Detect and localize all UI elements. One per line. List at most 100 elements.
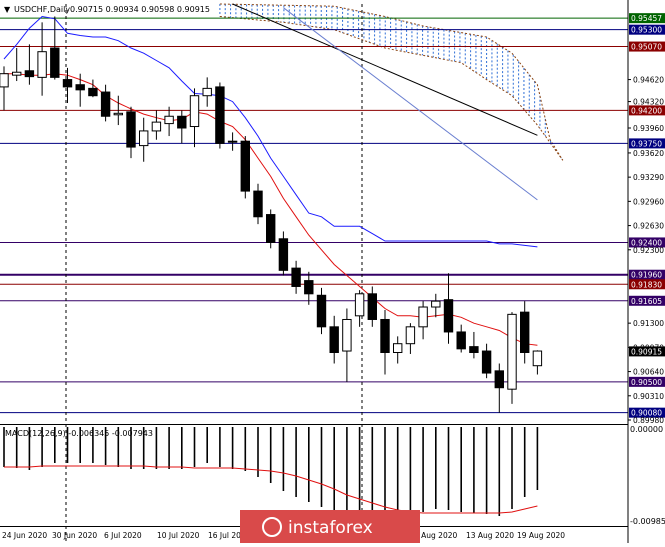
candle-body [50,47,60,78]
price-label: 0.90915 [631,347,662,356]
price-label-box [629,407,665,418]
candle-body [164,115,174,125]
x-tick-label: 13 Aug 2020 [466,531,514,540]
y-tick-label: 0.89980 [633,416,664,425]
macd-axis-bottom-label: -0.00985 [630,517,665,526]
ma-blue-line [3,15,538,248]
price-label-box [629,13,665,24]
candle-body [0,73,9,88]
price-label-box [629,237,665,248]
x-tick-label: 7 Aug 2020 [414,531,457,540]
price-label-box [629,105,665,116]
y-tick-label: 0.91300 [633,319,664,328]
candle-body [253,190,263,218]
chart-header: ▼ USDCHF,Daily 0.90715 0.90934 0.90598 0… [4,5,210,14]
watermark-box [240,510,420,543]
candle-body [405,326,416,345]
candle-body [100,91,111,117]
price-label: 0.91960 [631,271,662,280]
y-tick-label: 0.92960 [633,197,664,206]
macd-axis-top-label: 0.00000 [630,425,663,434]
horizontal-levels [0,17,628,414]
candle-body [380,318,390,354]
candle-body [342,318,352,352]
price-label: 0.90500 [631,378,662,387]
candle-body [151,121,162,132]
macd-label: MACD(12,26,9) -0.006345 -0.007943 [5,429,153,438]
y-tick-label: 0.93290 [633,173,664,182]
candle-body [367,293,378,320]
price-label-box [629,295,665,306]
candle-body [24,70,35,78]
candle-body [189,95,200,128]
candle-body [481,350,492,374]
price-label: 0.90080 [631,409,662,418]
price-label-box [629,138,665,149]
y-tick-label: 0.90310 [633,392,664,401]
candle-body [75,84,85,91]
candle-body [494,370,505,389]
cloud-lower-edge [219,16,564,161]
ma-black-line [232,3,538,136]
price-label-box [629,269,665,280]
macd-top-border [0,424,628,425]
candlesticks [0,16,543,413]
y-tick-label: 0.94320 [633,98,664,107]
candle-body [329,326,339,354]
symbol-label: USDCHF,Daily [14,5,70,14]
chart-menu-icon[interactable]: ▼ [4,5,11,14]
candle-body [443,299,454,333]
candle-body [37,51,47,78]
candle-body [354,293,365,317]
candle-body [126,111,136,148]
price-label: 0.95300 [631,26,662,35]
price-label-box [629,41,665,52]
candle-body [202,87,212,97]
candle-body [532,350,543,367]
candle-body [88,87,98,97]
macd-signal-line [4,465,538,514]
candle-body [12,71,22,76]
y-tick-label: 0.93960 [633,124,664,133]
candle-body [139,130,149,147]
price-label-box [629,346,665,357]
ohlc-values: 0.90715 0.90934 0.90598 0.90915 [70,5,210,14]
y-tick-label: 0.92630 [633,222,664,231]
candle-body [469,346,479,354]
y-tick-label: 0.93620 [633,149,664,158]
y-tick-label: 0.94620 [633,76,664,85]
x-tick-label: 19 Aug 2020 [517,531,565,540]
candle-body [177,115,187,129]
price-label: 0.95070 [631,43,662,52]
candle-body [240,140,251,192]
candle-body [215,86,225,144]
price-label: 0.93750 [631,139,662,148]
watermark-logo-icon [262,517,282,537]
candle-body [291,267,301,287]
candle-body [456,331,466,350]
candle-body [507,313,517,390]
candle-body [278,238,289,271]
x-tick-label: 10 Jul 2020 [157,531,200,540]
candle-body [227,140,238,143]
vertical-separators [65,4,363,542]
ichimoku-cloud [219,3,564,161]
price-label: 0.91605 [631,297,662,306]
x-tick-label: 16 Jul 2020 [208,531,251,540]
candle-body [266,214,276,243]
y-tick-label: 0.92300 [633,246,664,255]
price-label: 0.94200 [631,106,662,115]
moving-averages [3,3,538,346]
candle-body [62,79,73,88]
candle-body [304,280,314,295]
candle-body [431,300,441,308]
price-label-box [629,376,665,387]
price-label: 0.92400 [631,238,662,247]
candle-body [316,294,327,328]
cloud-upper-edge [219,3,564,161]
y-tick-label: 0.90640 [633,368,664,377]
candle-body [520,311,530,354]
price-label: 0.95457 [631,14,662,23]
